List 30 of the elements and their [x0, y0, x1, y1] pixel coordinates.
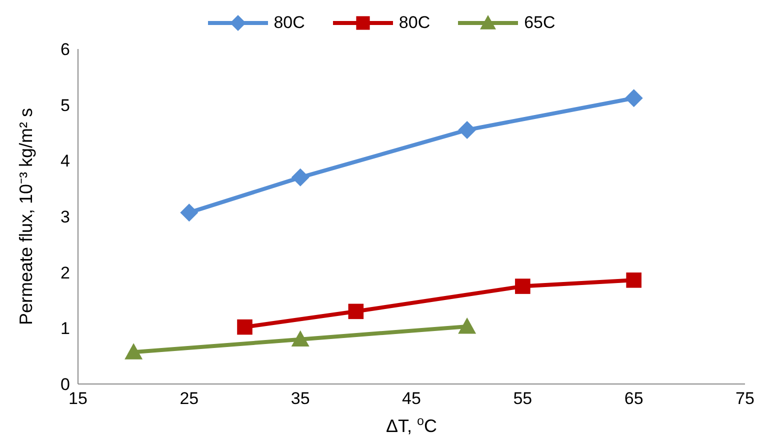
legend-label: 80C: [274, 13, 305, 33]
point: [291, 330, 310, 347]
x-tick-label: 25: [180, 389, 199, 408]
x-tick-label: 15: [68, 389, 88, 408]
point: [180, 204, 198, 222]
point: [626, 272, 642, 288]
x-tick-label: 65: [624, 389, 644, 408]
x-tick-label: 75: [736, 389, 754, 408]
point: [237, 319, 252, 335]
point: [458, 317, 476, 334]
y-axis-title: Permeate flux, 10⁻³ kg/m² s: [16, 108, 36, 326]
point: [515, 278, 530, 294]
point: [291, 168, 310, 186]
y-tick-label: 4: [60, 152, 70, 171]
y-tick-label: 3: [60, 208, 70, 227]
x-tick-label: 45: [402, 389, 421, 408]
legend-label: 65C: [524, 13, 556, 33]
y-tick-label: 1: [60, 319, 70, 338]
legend-label: 80C: [398, 13, 430, 33]
x-tick-label: 55: [513, 389, 532, 408]
y-tick-label: 6: [60, 40, 70, 60]
y-tick-label: 2: [60, 263, 70, 282]
point: [624, 89, 643, 108]
point: [348, 304, 364, 320]
x-tick-label: 35: [290, 389, 310, 408]
point: [124, 343, 143, 360]
y-tick-label: 5: [60, 96, 70, 115]
y-tick-label: 0: [60, 375, 70, 394]
x-axis-title: ΔT, $^{o}$C: [386, 414, 438, 436]
point: [458, 120, 476, 139]
